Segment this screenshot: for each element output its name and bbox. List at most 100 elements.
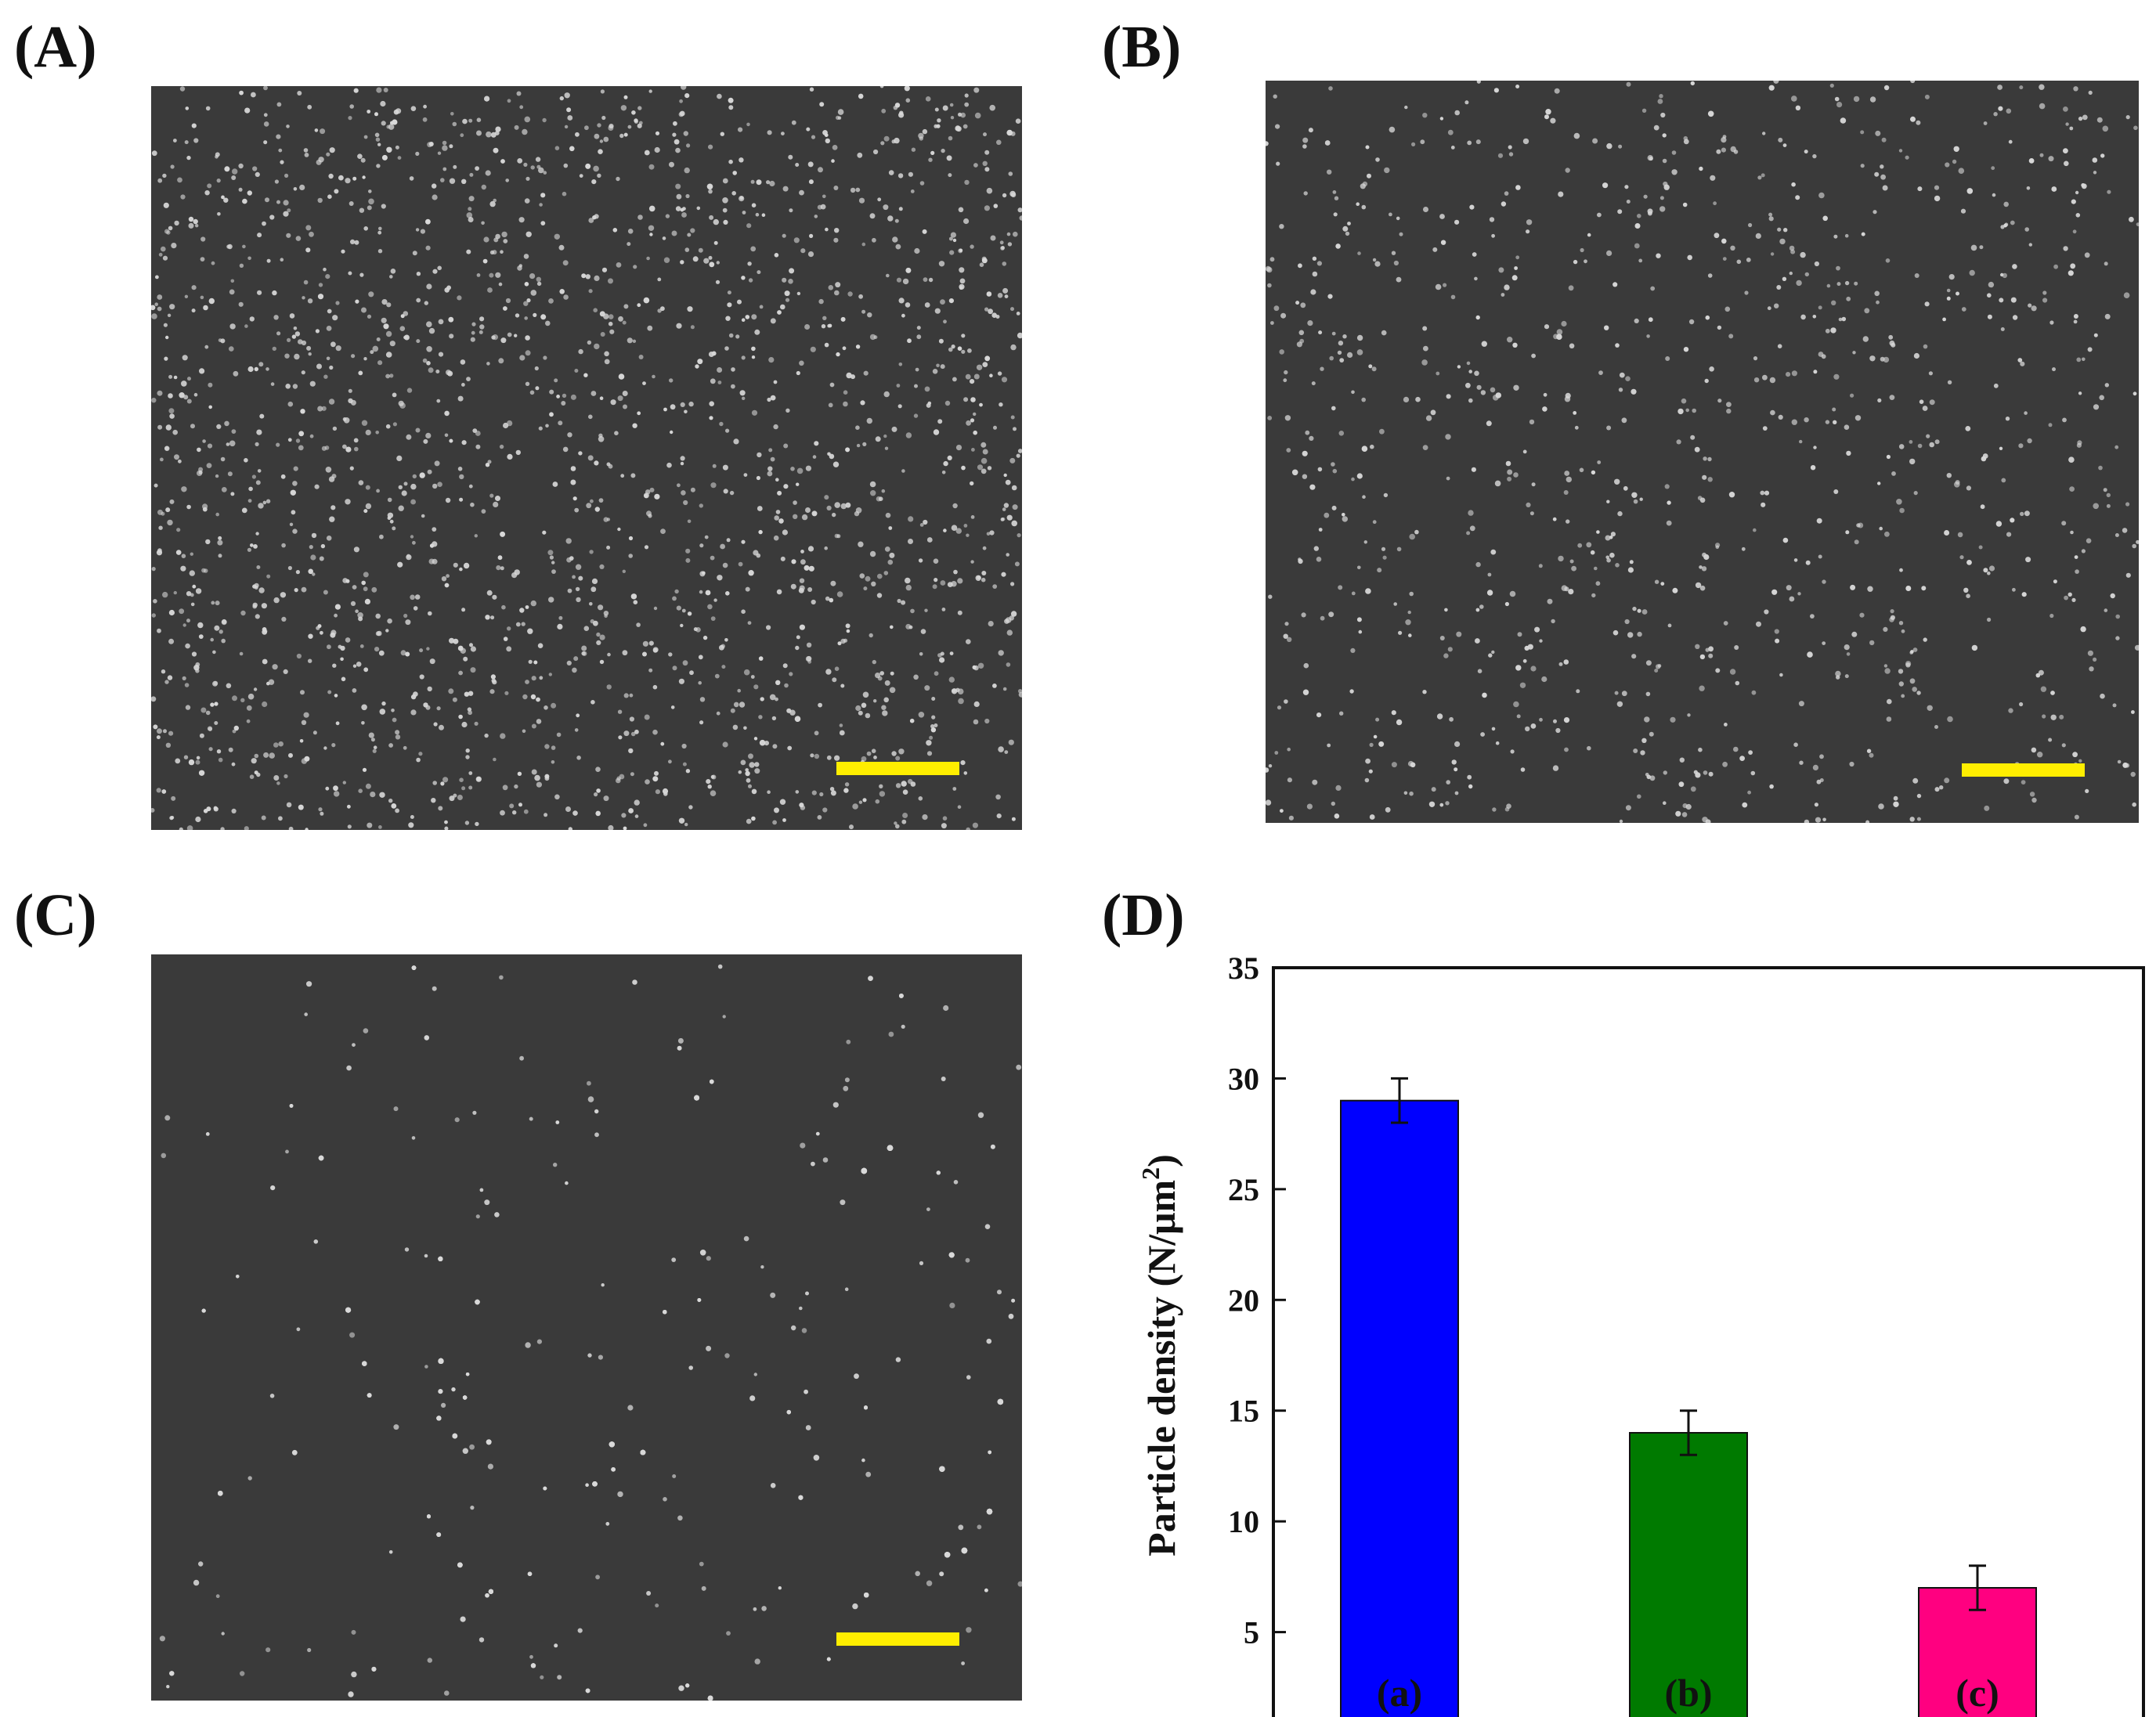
particle — [808, 565, 814, 572]
particle — [617, 527, 621, 532]
particle — [652, 374, 655, 379]
particle — [791, 559, 796, 565]
particle — [722, 562, 728, 568]
particle — [1649, 775, 1656, 781]
particle — [726, 1631, 731, 1636]
particle — [806, 127, 811, 132]
particle — [1641, 738, 1647, 743]
particle — [1812, 315, 1817, 319]
particle — [1953, 146, 1959, 152]
particle — [677, 1037, 684, 1044]
particle — [320, 543, 326, 549]
particle — [1942, 317, 1946, 322]
particle — [1539, 639, 1543, 643]
particle — [672, 132, 677, 137]
y-tick-label: 35 — [1228, 950, 1259, 986]
particle — [273, 775, 280, 781]
particle — [919, 523, 924, 527]
particle — [2114, 445, 2119, 449]
particle — [1717, 325, 1722, 330]
particle — [500, 531, 506, 537]
particle — [663, 1497, 667, 1502]
particle — [1789, 245, 1795, 251]
particle — [685, 769, 691, 774]
particle — [690, 325, 695, 330]
particle — [428, 611, 432, 616]
particle — [445, 497, 451, 503]
particle — [1703, 456, 1707, 461]
particle — [2132, 802, 2136, 807]
particle — [1556, 334, 1562, 341]
particle — [357, 612, 363, 619]
particle — [804, 1389, 808, 1394]
particle — [966, 639, 971, 644]
particle — [1396, 276, 1402, 283]
particle — [926, 1207, 930, 1211]
particle — [1339, 711, 1344, 716]
particle — [698, 247, 703, 253]
particle — [2123, 292, 2130, 299]
particle — [1707, 273, 1713, 278]
particle — [1640, 750, 1645, 756]
particle — [1474, 370, 1479, 377]
particle — [2003, 778, 2010, 785]
particle — [753, 1607, 757, 1611]
particle — [591, 179, 597, 185]
particle — [432, 986, 437, 991]
particle — [1018, 691, 1022, 698]
particle — [240, 698, 245, 702]
particle — [943, 1005, 949, 1012]
particle — [1995, 521, 2003, 527]
particle — [1849, 761, 1854, 767]
particle — [1566, 519, 1570, 524]
particle — [940, 299, 945, 305]
particle — [1334, 196, 1339, 200]
particle — [231, 175, 237, 180]
particle — [1916, 120, 1921, 125]
particle — [1733, 746, 1739, 752]
particle — [1356, 334, 1363, 341]
particle — [1469, 525, 1475, 532]
particle — [887, 1145, 894, 1151]
particle — [741, 318, 746, 323]
particle — [771, 716, 777, 721]
particle — [627, 337, 633, 344]
particle — [843, 390, 848, 395]
particle — [1383, 492, 1389, 498]
particle — [757, 270, 761, 275]
particle — [1909, 458, 1916, 465]
particle — [727, 302, 732, 308]
particle — [890, 671, 894, 676]
particle — [181, 486, 187, 492]
particle — [717, 575, 723, 581]
particle — [164, 356, 168, 361]
particle — [1625, 805, 1631, 811]
particle — [904, 86, 910, 92]
particle — [1001, 572, 1006, 577]
particle — [377, 249, 383, 254]
particle — [983, 132, 987, 137]
particle — [1287, 637, 1292, 642]
particle — [283, 669, 288, 675]
particle — [1606, 500, 1610, 503]
particle — [574, 369, 579, 373]
particle — [875, 799, 880, 804]
particle — [291, 510, 296, 515]
particle — [781, 132, 785, 135]
particle — [1846, 450, 1851, 456]
particle — [332, 426, 338, 431]
particle — [544, 705, 548, 710]
particle — [353, 438, 359, 443]
particle — [1887, 698, 1892, 705]
particle — [856, 443, 861, 448]
particle — [1010, 582, 1015, 586]
particle — [247, 1476, 252, 1481]
particle — [2031, 747, 2037, 753]
particle — [168, 730, 174, 736]
particle — [422, 117, 428, 122]
particle — [1869, 96, 1876, 103]
particle — [981, 571, 987, 575]
particle — [348, 201, 354, 206]
particle — [1558, 191, 1564, 197]
particle — [592, 1481, 598, 1487]
